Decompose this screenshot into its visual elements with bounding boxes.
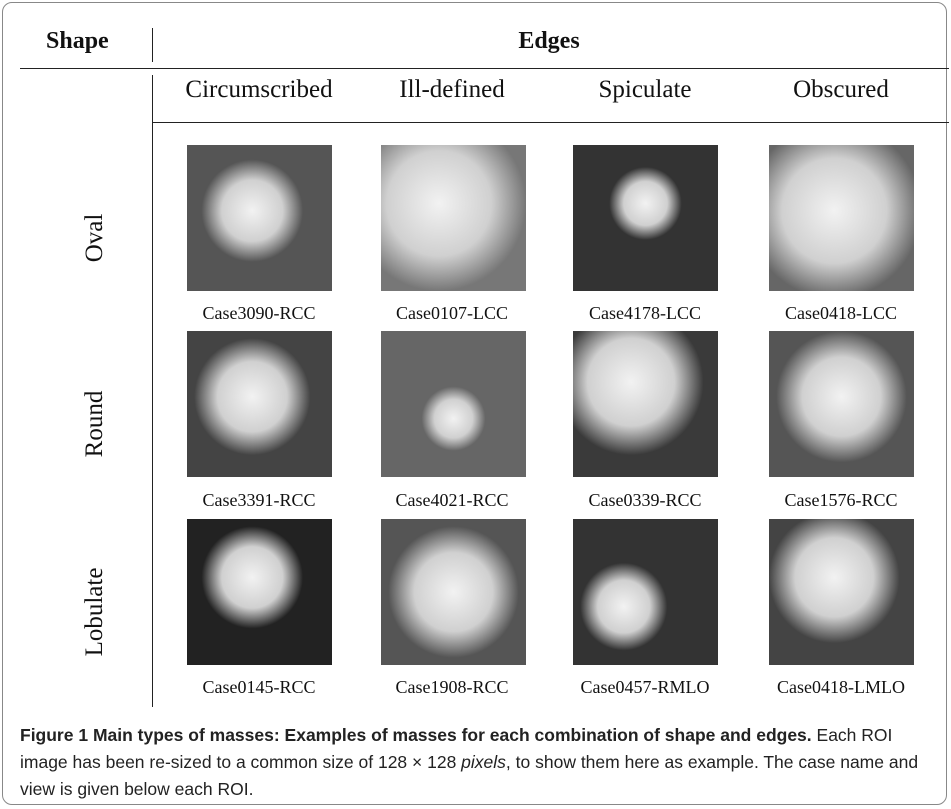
roi-image	[187, 145, 332, 291]
roi-image	[769, 331, 914, 477]
caption-label: Figure 1	[20, 725, 89, 745]
roi-image	[187, 331, 332, 477]
divider	[152, 122, 949, 123]
case-label: Case3090-RCC	[202, 303, 316, 323]
case-label: Case3391-RCC	[202, 490, 316, 510]
roi-image	[381, 519, 526, 665]
caption: Figure 1 Main types of masses: Examples …	[20, 722, 935, 803]
case-label: Case0457-RMLO	[580, 677, 710, 697]
case-label: Case1908-RCC	[395, 677, 509, 697]
column-header: Obscured	[793, 76, 889, 103]
row-label: Lobulate	[81, 567, 108, 657]
shape-header: Shape	[46, 28, 109, 54]
roi-image	[381, 145, 526, 291]
case-label: Case0418-LMLO	[777, 677, 905, 697]
case-label: Case0339-RCC	[588, 490, 702, 510]
roi-image	[573, 331, 718, 477]
caption-text: , to show them here as example. The case…	[20, 752, 919, 799]
divider	[20, 68, 949, 69]
case-label: Case0418-LCC	[785, 303, 897, 323]
roi-image	[769, 519, 914, 665]
roi-image	[381, 331, 526, 477]
edges-header: Edges	[518, 28, 580, 54]
roi-image	[573, 145, 718, 291]
roi-image	[187, 519, 332, 665]
case-label: Case0145-RCC	[202, 677, 316, 697]
roi-image	[573, 519, 718, 665]
roi-image	[769, 145, 914, 291]
case-label: Case1576-RCC	[784, 490, 898, 510]
caption-text: Each ROI image has been re-sized to a co…	[20, 725, 893, 772]
column-header: Spiculate	[598, 76, 692, 103]
case-label: Case4021-RCC	[395, 490, 509, 510]
row-label: Round	[81, 390, 108, 458]
column-header: Ill-defined	[399, 76, 505, 103]
caption-title: Main types of masses: Examples of masses…	[92, 725, 812, 745]
caption-emphasis: pixels	[461, 752, 506, 772]
divider	[152, 28, 153, 62]
case-label: Case0107-LCC	[396, 303, 508, 323]
divider	[152, 75, 153, 707]
column-header: Circumscribed	[185, 76, 333, 103]
row-label: Oval	[81, 213, 108, 263]
case-label: Case4178-LCC	[589, 303, 701, 323]
